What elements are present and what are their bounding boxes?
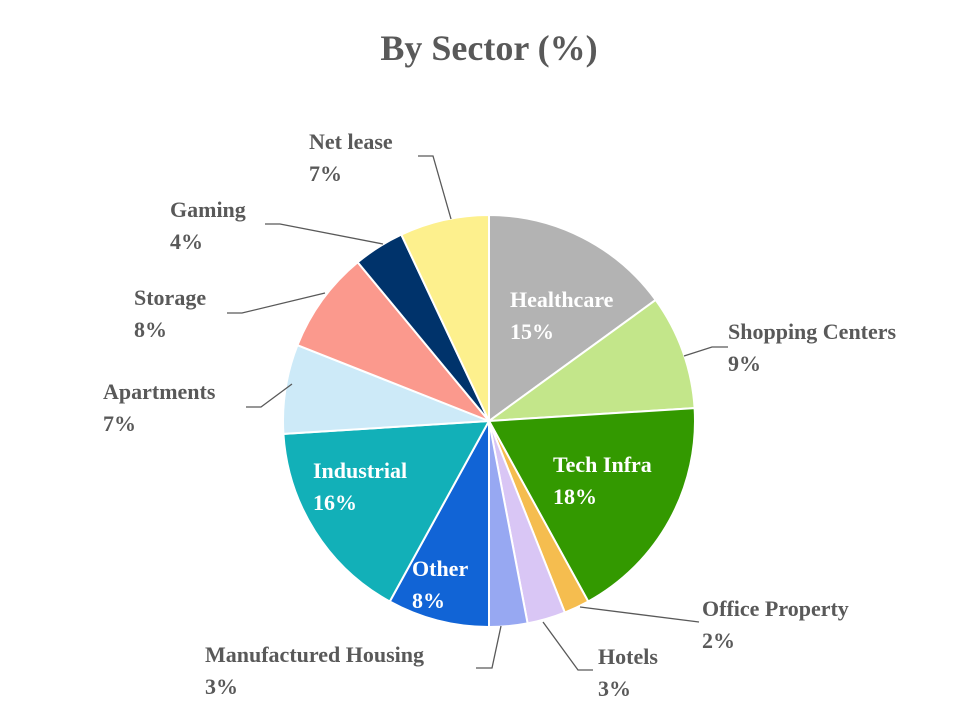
pie-slice-industrial: [282, 419, 491, 603]
slice-category-label: Tech Infra: [553, 452, 652, 477]
leader-line-storage: [227, 292, 326, 314]
pie-slices: [282, 213, 696, 629]
chart-title: By Sector (%): [380, 28, 597, 68]
pie-slice-shopping-centers: [485, 298, 696, 423]
slice-category-label: Hotels: [598, 644, 658, 669]
leader-line-office-property: [579, 606, 700, 623]
slice-label-manufactured-housing: Manufactured Housing 3%: [205, 642, 424, 699]
slice-category-label: Other: [412, 556, 468, 581]
slice-category-label: Healthcare: [510, 287, 614, 312]
slice-value-label: 9%: [728, 351, 761, 376]
slice-category-label: Gaming: [170, 197, 246, 222]
slice-category-label: Apartments: [103, 379, 216, 404]
slice-value-label: 8%: [412, 588, 445, 613]
slice-category-label: Storage: [134, 285, 206, 310]
leader-lines: [227, 155, 728, 671]
slice-labels: Healthcare 15% Shopping Centers 9% Tech Infr…: [103, 129, 897, 701]
pie-slice-net-lease: [399, 213, 490, 422]
leader-line-hotels: [542, 621, 593, 671]
slice-label-storage: Storage 8%: [134, 285, 206, 342]
slice-label-apartments: Apartments 7%: [103, 379, 216, 436]
leader-line-shopping-centers: [683, 346, 728, 357]
slice-label-net-lease: Net lease 7%: [309, 129, 393, 186]
slice-label-gaming: Gaming 4%: [170, 197, 246, 254]
slice-label-office-property: Office Property 2%: [702, 596, 849, 653]
slice-value-label: 18%: [553, 484, 597, 509]
leader-line-gaming: [265, 223, 384, 245]
slice-category-label: Industrial: [313, 458, 407, 483]
slice-value-label: 15%: [510, 319, 554, 344]
pie-slice-storage: [296, 260, 490, 422]
slice-value-label: 7%: [103, 411, 136, 436]
slice-category-label: Office Property: [702, 596, 849, 621]
slice-label-industrial: Industrial 16%: [313, 458, 407, 515]
pie-slice-other: [388, 420, 490, 629]
leader-line-net-lease: [418, 155, 452, 220]
slice-label-other: Other 8%: [412, 556, 468, 613]
leader-line-manufactured-housing: [476, 625, 502, 669]
leader-line-apartments: [246, 383, 293, 408]
slice-value-label: 3%: [598, 676, 631, 701]
slice-value-label: 16%: [313, 490, 357, 515]
slice-category-label: Net lease: [309, 129, 393, 154]
slice-category-label: Shopping Centers: [728, 319, 897, 344]
slice-label-healthcare: Healthcare 15%: [510, 287, 614, 344]
slice-label-shopping-centers: Shopping Centers 9%: [728, 319, 897, 376]
slice-category-label: Manufactured Housing: [205, 642, 424, 667]
slice-label-tech-infra: Tech Infra 18%: [553, 452, 652, 509]
pie-slice-healthcare: [488, 213, 658, 423]
slice-value-label: 3%: [205, 674, 238, 699]
slice-value-label: 7%: [309, 161, 342, 186]
slice-value-label: 4%: [170, 229, 203, 254]
slice-value-label: 8%: [134, 317, 167, 342]
slice-label-hotels: Hotels 3%: [598, 644, 658, 701]
slice-value-label: 2%: [702, 628, 735, 653]
pie-slice-tech-infra: [487, 407, 696, 603]
